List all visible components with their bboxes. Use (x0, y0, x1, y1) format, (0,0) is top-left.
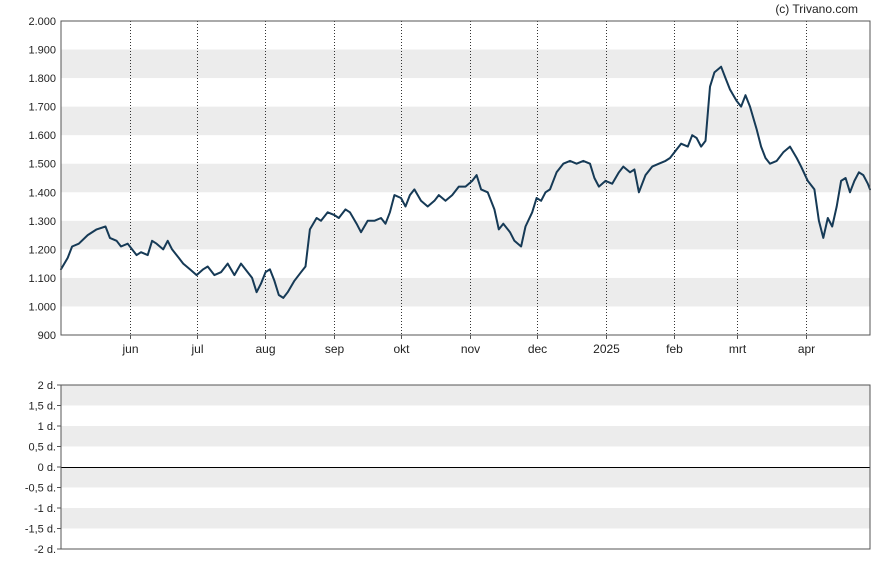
price-line (60, 65, 871, 299)
x-tick-label: jul (190, 342, 203, 356)
main-band (61, 163, 870, 193)
y-tick-label: 1.500 (28, 159, 56, 171)
y-tick-label: 900 (38, 330, 56, 342)
sub-y-tick-label: 2 d. (38, 380, 56, 392)
sub-band (61, 467, 870, 488)
main-chart-series (60, 65, 871, 299)
y-tick-label: 2.000 (28, 16, 56, 28)
y-tick-label: 1.900 (28, 45, 56, 57)
main-band (61, 277, 870, 307)
sub-y-tick-label: 1,5 d. (28, 401, 56, 413)
y-tick-label: 1.300 (28, 216, 56, 228)
sub-y-tick-label: 0,5 d. (28, 442, 56, 454)
sub-band (61, 508, 870, 529)
x-tick-label: mrt (729, 342, 747, 356)
sub-y-tick-label: -2 d. (34, 544, 56, 556)
y-tick-label: 1.000 (28, 301, 56, 313)
x-tick-label: 2025 (593, 342, 620, 356)
main-band (61, 106, 870, 136)
y-tick-label: 1.700 (28, 102, 56, 114)
y-tick-label: 1.100 (28, 273, 56, 285)
x-tick-label: dec (528, 342, 547, 356)
sub-y-tick-label: -1,5 d. (25, 524, 56, 536)
sub-y-tick-label: 0 d. (38, 462, 56, 474)
x-tick-label: sep (325, 342, 345, 356)
main-chart-gridlines (130, 21, 807, 339)
x-tick-label: aug (255, 342, 275, 356)
x-tick-label: jun (121, 342, 138, 356)
main-band (61, 220, 870, 250)
y-tick-label: 1.600 (28, 130, 56, 142)
sub-y-tick-label: -0,5 d. (25, 483, 56, 495)
y-tick-label: 1.400 (28, 187, 56, 199)
main-chart-x-tick-labels: jun jul aug sep okt nov dec 2025 feb mrt apr (121, 342, 815, 356)
sub-y-tick-label: 1 d. (38, 421, 56, 433)
x-tick-label: nov (461, 342, 480, 356)
sub-band (61, 426, 870, 447)
x-tick-label: okt (393, 342, 410, 356)
main-chart-y-tick-labels: 900 1.000 1.100 1.200 1.300 1.400 1.500 1.600 1.… (28, 16, 56, 342)
sub-band (61, 385, 870, 406)
main-chart-bands (61, 49, 870, 307)
y-tick-label: 1.200 (28, 244, 56, 256)
sub-y-tick-label: -1 d. (34, 503, 56, 515)
main-chart-frame (60, 20, 871, 336)
sub-chart-bands (61, 385, 870, 529)
sub-chart-y-tick-labels: 2 d. 1,5 d. 1 d. 0,5 d. 0 d. -0,5 d. -1 d. -1,5… (25, 380, 61, 556)
y-tick-label: 1.800 (28, 73, 56, 85)
x-tick-label: feb (666, 342, 683, 356)
x-tick-label: apr (798, 342, 815, 356)
credit-label: (c) Trivano.com (775, 2, 858, 16)
main-band (61, 49, 870, 79)
